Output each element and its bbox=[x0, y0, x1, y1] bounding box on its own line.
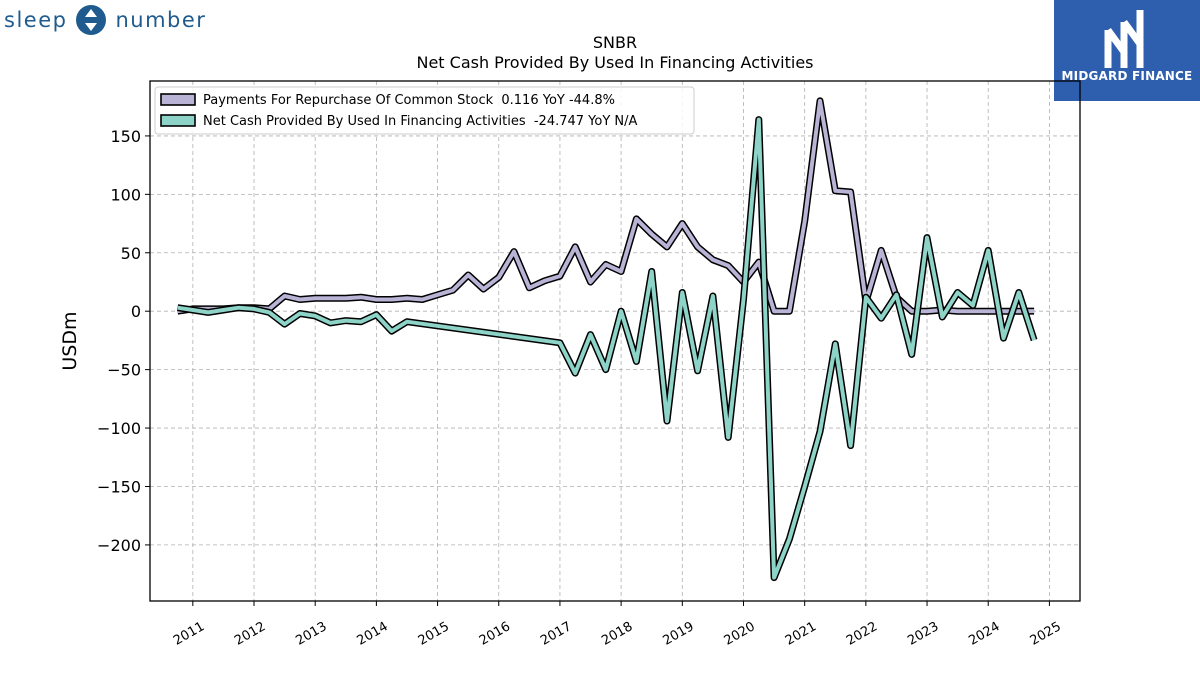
x-tick-label: 2025 bbox=[1028, 619, 1064, 649]
y-tick-label: 150 bbox=[110, 127, 141, 146]
x-tick-label: 2019 bbox=[660, 619, 696, 649]
badge-label: MIDGARD FINANCE bbox=[1061, 69, 1193, 83]
y-tick-label: 100 bbox=[110, 185, 141, 204]
y-tick-label: 0 bbox=[131, 302, 141, 321]
series-line-2 bbox=[177, 117, 1037, 580]
legend-swatch-financing bbox=[160, 114, 196, 127]
x-tick-label: 2018 bbox=[599, 619, 635, 649]
brand-right-text: number bbox=[115, 8, 207, 32]
x-tick-label: 2011 bbox=[171, 619, 207, 649]
x-tick-label: 2014 bbox=[355, 619, 391, 649]
y-tick-label: −200 bbox=[97, 536, 141, 555]
x-tick-label: 2024 bbox=[966, 619, 1002, 649]
x-tick-label: 2016 bbox=[477, 619, 513, 649]
y-tick-label: −150 bbox=[97, 477, 141, 496]
y-tick-label: −50 bbox=[107, 361, 141, 380]
series-lines bbox=[176, 97, 1038, 582]
series-line-1 bbox=[177, 98, 1035, 314]
legend-label-financing: Net Cash Provided By Used In Financing A… bbox=[203, 114, 638, 129]
legend-swatch-repurchase bbox=[160, 93, 196, 106]
x-tick-label: 2022 bbox=[844, 619, 880, 649]
x-tick-label: 2015 bbox=[416, 619, 452, 649]
x-tick-label: 2021 bbox=[783, 619, 819, 649]
midgard-finance-badge: MIDGARD FINANCE bbox=[1054, 0, 1200, 101]
midgard-logo-icon bbox=[1104, 10, 1144, 68]
y-tick-label: −100 bbox=[97, 419, 141, 438]
x-tick-label: 2013 bbox=[293, 619, 329, 649]
brand-left-text: sleep bbox=[4, 8, 68, 32]
legend: Payments For Repurchase Of Common Stock … bbox=[154, 86, 695, 135]
legend-box bbox=[154, 86, 695, 135]
x-tick-label: 2020 bbox=[722, 619, 758, 649]
grid bbox=[150, 81, 1080, 601]
plot-frame bbox=[149, 80, 1081, 602]
x-tick-label: 2023 bbox=[905, 619, 941, 649]
y-tick-label: 50 bbox=[121, 244, 141, 263]
x-tick-label: 2017 bbox=[538, 619, 574, 649]
chart-title: SNBR bbox=[593, 33, 637, 52]
y-axis-label: USDm bbox=[59, 311, 81, 370]
series-outline-2 bbox=[176, 116, 1038, 582]
brand-mark-icon bbox=[76, 5, 107, 35]
legend-label-repurchase: Payments For Repurchase Of Common Stock … bbox=[203, 93, 615, 108]
chart-subtitle: Net Cash Provided By Used In Financing A… bbox=[416, 53, 813, 72]
x-axis-ticks: 2011 2012 2013 2014 2015 2016 2017 2018 2019 2020… bbox=[171, 601, 1064, 649]
sleep-number-logo: sleep number bbox=[4, 4, 206, 36]
x-tick-label: 2012 bbox=[232, 619, 268, 649]
y-axis-ticks: 150 100 50 0 −50 −100 −150 −200 bbox=[97, 127, 150, 555]
